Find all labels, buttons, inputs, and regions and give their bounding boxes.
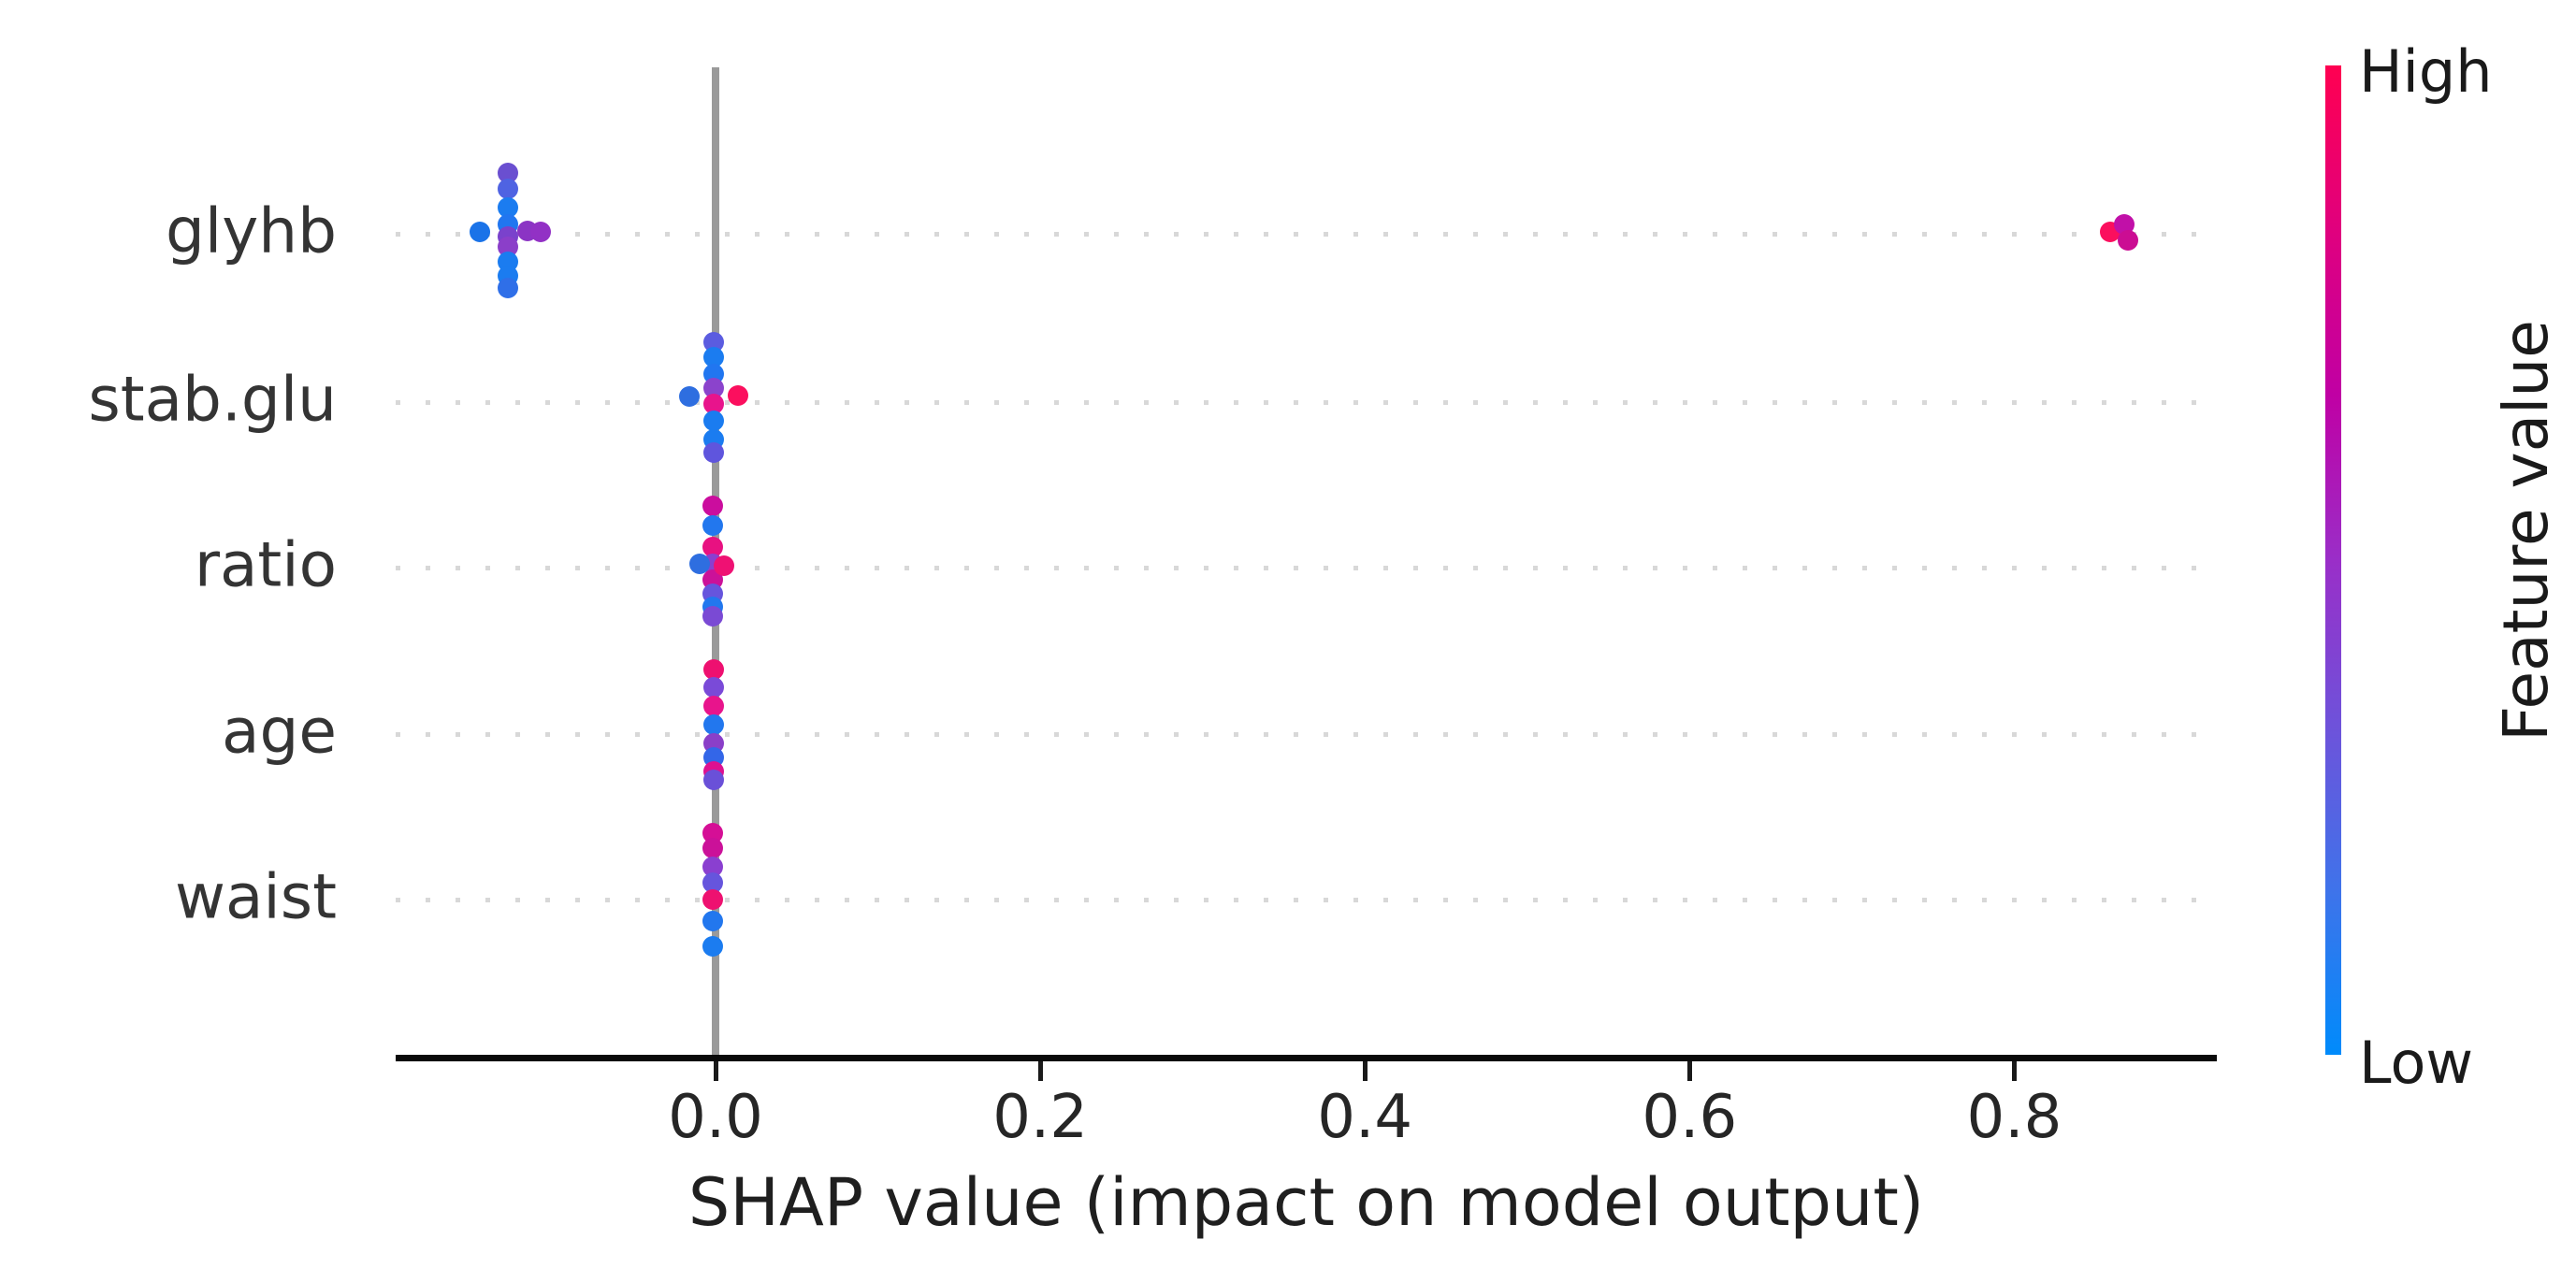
x-tick-mark — [714, 1061, 718, 1081]
colorbar-title: Feature value — [2489, 319, 2562, 742]
shap-point — [703, 411, 725, 431]
shap-point — [703, 378, 725, 398]
x-tick-mark — [1038, 1061, 1044, 1081]
shap-point — [702, 838, 723, 858]
shap-point — [470, 222, 491, 242]
x-tick-label: 0.0 — [668, 1083, 763, 1152]
shap-point — [703, 714, 725, 735]
shap-point — [529, 222, 551, 242]
x-tick-label: 0.6 — [1642, 1083, 1738, 1152]
shap-point — [703, 659, 725, 680]
x-tick-mark — [2012, 1061, 2018, 1081]
colorbar-title-wrapper: Feature value — [2441, 0, 2576, 1060]
shap-point — [2117, 230, 2138, 251]
feature-value-colorbar — [2325, 65, 2341, 1055]
x-tick-mark — [1363, 1061, 1368, 1081]
shap-point — [703, 770, 725, 790]
shap-point — [702, 515, 723, 536]
feature-label-ratio: ratio — [194, 528, 337, 601]
shap-point — [703, 394, 725, 414]
shap-point — [702, 889, 723, 910]
colorbar-high-label: High — [2359, 37, 2493, 106]
shap-point — [497, 179, 518, 199]
x-tick-mark — [1687, 1061, 1693, 1081]
shap-point — [497, 197, 518, 218]
shap-point — [702, 606, 723, 627]
x-tick-label: 0.2 — [992, 1083, 1088, 1152]
shap-point — [497, 163, 518, 183]
shap-point — [688, 554, 710, 574]
row-gridline — [396, 732, 2217, 737]
shap-point — [702, 936, 723, 957]
shap-point — [713, 555, 734, 576]
shap-point — [703, 677, 725, 698]
shap-point — [702, 496, 723, 516]
shap-point — [703, 347, 725, 367]
shap-point — [2114, 214, 2135, 235]
feature-label-age: age — [222, 695, 337, 768]
row-gridline — [396, 232, 2217, 237]
x-axis-spine — [396, 1055, 2217, 1061]
shap-point — [702, 911, 723, 931]
feature-label-glyhb: glyhb — [165, 195, 337, 267]
row-gridline — [396, 400, 2217, 405]
x-tick-label: 0.4 — [1317, 1083, 1413, 1152]
shap-point — [702, 872, 723, 893]
shap-point — [702, 857, 723, 877]
feature-label-waist: waist — [174, 860, 337, 933]
feature-label-stab.glu: stab.glu — [88, 363, 337, 436]
shap-point — [703, 696, 725, 716]
x-tick-label: 0.8 — [1966, 1083, 2062, 1152]
shap-point — [702, 537, 723, 557]
colorbar-low-label: Low — [2359, 1029, 2474, 1097]
x-axis-title: SHAP value (impact on model output) — [687, 1164, 1925, 1241]
row-gridline — [396, 898, 2217, 902]
shap-point — [703, 442, 725, 463]
shap-point — [728, 385, 749, 406]
shap-point — [497, 278, 518, 298]
row-gridline — [396, 566, 2217, 570]
shap-point — [679, 386, 701, 407]
